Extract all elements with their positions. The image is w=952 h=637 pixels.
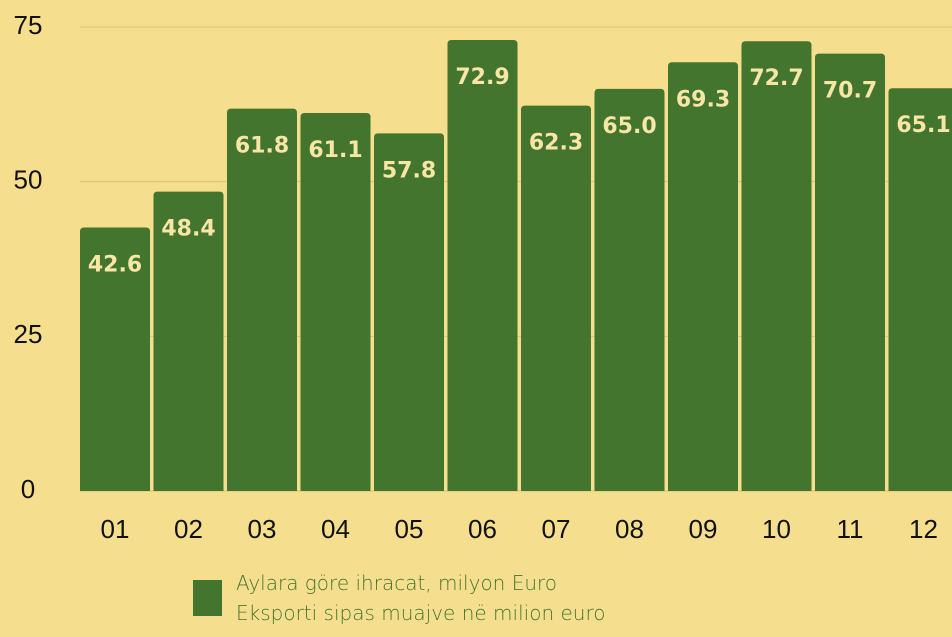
x-tick-label: 07 [542, 514, 571, 544]
value-label: 62.3 [529, 131, 583, 156]
y-tick-label: 25 [14, 319, 43, 349]
bar [227, 108, 297, 491]
x-tick-label: 12 [909, 514, 938, 544]
x-tick-label: 01 [101, 514, 130, 544]
bar [374, 133, 444, 492]
bar [300, 112, 371, 492]
legend-swatch [193, 580, 222, 616]
bar [153, 191, 224, 491]
value-label: 72.7 [749, 66, 803, 91]
x-tick-label: 03 [248, 514, 277, 544]
y-tick-label: 0 [21, 474, 35, 504]
x-tick-label: 09 [689, 514, 718, 544]
x-tick-label: 06 [468, 514, 497, 544]
value-label: 70.7 [823, 79, 877, 104]
value-label: 42.6 [88, 252, 142, 277]
value-label: 57.8 [382, 158, 436, 183]
value-label: 65.1 [896, 113, 950, 138]
value-label: 72.9 [455, 65, 509, 90]
bar [521, 105, 591, 491]
legend: Aylara göre ihracat, milyon Euro Eksport… [193, 568, 605, 628]
x-tick-label: 11 [837, 514, 864, 544]
value-label: 69.3 [676, 87, 730, 112]
y-tick-label: 75 [14, 10, 43, 40]
legend-label: Aylara göre ihracat, milyon Euro Eksport… [236, 571, 606, 625]
value-label: 65.0 [602, 114, 656, 139]
value-label: 61.1 [308, 138, 362, 163]
x-tick-label: 08 [615, 514, 644, 544]
value-label: 61.8 [235, 134, 289, 159]
bar [447, 39, 518, 491]
bar [668, 62, 738, 491]
bar [741, 41, 812, 491]
bar [888, 88, 952, 491]
y-tick-label: 50 [14, 165, 43, 195]
bar [594, 88, 665, 491]
value-label: 48.4 [161, 217, 215, 242]
x-tick-label: 04 [321, 514, 350, 544]
x-tick-label: 10 [762, 514, 791, 544]
x-tick-label: 02 [174, 514, 203, 544]
x-tick-label: 05 [395, 514, 424, 544]
bar [80, 227, 150, 491]
bar [815, 53, 885, 492]
